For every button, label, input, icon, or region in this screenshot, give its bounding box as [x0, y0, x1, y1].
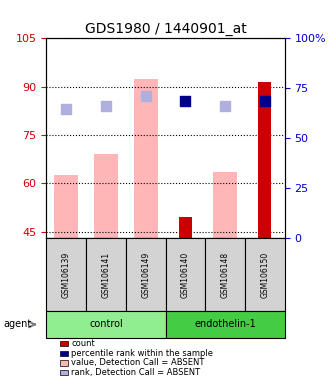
Bar	[258, 82, 271, 238]
Text: endothelin-1: endothelin-1	[194, 319, 256, 329]
Text: rank, Detection Call = ABSENT: rank, Detection Call = ABSENT	[71, 368, 200, 377]
Point	[183, 98, 188, 104]
Bar	[54, 175, 78, 238]
Text: GSM106150: GSM106150	[260, 252, 269, 298]
Text: agent: agent	[3, 319, 31, 329]
Text: GDS1980 / 1440901_at: GDS1980 / 1440901_at	[85, 22, 246, 36]
Text: value, Detection Call = ABSENT: value, Detection Call = ABSENT	[71, 358, 205, 367]
Text: percentile rank within the sample: percentile rank within the sample	[71, 349, 213, 358]
Bar	[213, 172, 237, 238]
Point	[103, 103, 109, 109]
Point	[262, 98, 267, 104]
Text: control: control	[89, 319, 123, 329]
Text: GSM106148: GSM106148	[220, 252, 230, 298]
Text: GSM106141: GSM106141	[101, 252, 111, 298]
Point	[222, 103, 228, 109]
Point	[64, 106, 69, 113]
Point	[143, 93, 148, 99]
Text: count: count	[71, 339, 95, 348]
Text: GSM106140: GSM106140	[181, 252, 190, 298]
Text: GSM106149: GSM106149	[141, 252, 150, 298]
Bar	[179, 217, 192, 238]
Bar	[94, 154, 118, 238]
Text: GSM106139: GSM106139	[62, 252, 71, 298]
Bar	[134, 79, 158, 238]
